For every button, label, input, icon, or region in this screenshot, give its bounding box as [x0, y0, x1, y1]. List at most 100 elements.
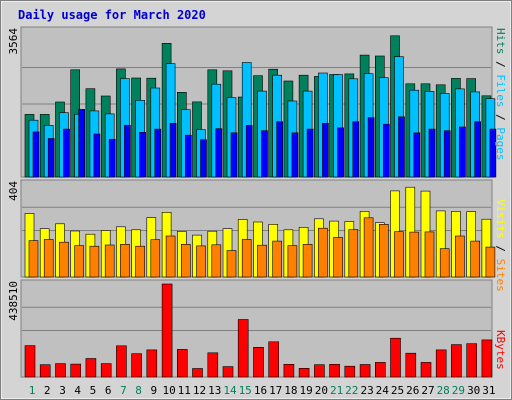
bar-sites-day-16	[257, 244, 267, 278]
day-label-1: 1	[29, 384, 36, 397]
bar-kbytes-day-12	[192, 368, 203, 378]
bar-kbytes-day-14	[222, 366, 234, 378]
day-axis-labels: 1 2 3 4 5 6 7 8 9 10 11 12 13 14 15 16 17 18 19 20 21 22 23 24 2…	[29, 384, 496, 397]
bar-sites-day-18	[287, 245, 298, 278]
day-label-31: 31	[482, 384, 495, 397]
day-label-27: 27	[421, 384, 434, 397]
bar-pages-day-15	[245, 125, 253, 178]
bar-pages-day-11	[185, 134, 192, 178]
bar-pages-day-3	[63, 128, 70, 178]
bar-sites-day-12	[196, 245, 206, 278]
day-label-2: 2	[44, 384, 51, 397]
bar-marks	[24, 35, 497, 378]
bar-kbytes-day-10	[161, 283, 173, 378]
bar-pages-day-7	[124, 125, 131, 178]
bar-pages-day-28	[443, 130, 451, 178]
bar-kbytes-day-18	[283, 363, 295, 378]
day-label-29: 29	[452, 384, 465, 397]
bar-pages-day-27	[428, 128, 436, 178]
day-label-21: 21	[330, 384, 343, 397]
day-label-9: 9	[150, 384, 157, 397]
day-label-22: 22	[345, 384, 358, 397]
day-label-15: 15	[239, 384, 252, 397]
legend-slash: /	[494, 114, 507, 121]
bar-kbytes-day-1	[24, 345, 36, 378]
bar-sites-day-1	[28, 240, 39, 278]
bar-kbytes-day-8	[131, 353, 142, 378]
bar-sites-day-23	[363, 217, 374, 278]
bar-pages-day-16	[261, 130, 268, 178]
bar-sites-day-11	[181, 244, 191, 278]
legend-kbytes: KBytes	[494, 330, 507, 370]
day-label-12: 12	[193, 384, 206, 397]
bar-pages-day-21	[337, 127, 344, 178]
bar-pages-day-30	[474, 121, 482, 178]
legend-hits: Hits	[494, 28, 507, 55]
bar-pages-day-23	[367, 117, 375, 178]
legend-pages: Pages	[494, 127, 507, 160]
bar-kbytes-day-20	[314, 364, 325, 378]
bar-pages-day-9	[154, 128, 162, 178]
bar-kbytes-day-3	[55, 363, 66, 378]
bar-sites-day-5	[89, 245, 100, 278]
legend-sites: Sites	[494, 259, 507, 292]
legend-files: Files	[494, 74, 507, 107]
day-label-26: 26	[406, 384, 419, 397]
day-label-8: 8	[135, 384, 142, 397]
chart-title: Daily usage for March 2020	[18, 8, 206, 22]
bar-kbytes-day-31	[481, 339, 493, 378]
bar-kbytes-day-22	[344, 365, 356, 378]
bar-pages-day-2	[47, 138, 55, 178]
bar-sites-day-25	[394, 231, 404, 278]
bar-pages-day-4	[78, 109, 85, 178]
legend-kbytes-label: KBytes	[494, 330, 507, 370]
bar-sites-day-10	[165, 235, 176, 278]
bar-kbytes-day-7	[116, 345, 127, 378]
bar-sites-day-26	[409, 231, 420, 278]
bar-kbytes-day-21	[329, 363, 340, 378]
legend-hits-files-pages: Hits / Files / Pages	[494, 28, 507, 161]
bar-sites-day-6	[104, 244, 115, 278]
bar-sites-day-2	[43, 239, 54, 278]
bar-sites-day-20	[318, 227, 328, 278]
day-label-6: 6	[105, 384, 112, 397]
bar-sites-day-19	[302, 244, 313, 278]
bar-pages-day-17	[276, 121, 284, 178]
bar-pages-day-18	[291, 132, 299, 178]
day-label-25: 25	[391, 384, 404, 397]
bar-sites-day-29	[455, 235, 465, 278]
bar-pages-day-10	[169, 123, 177, 178]
day-label-11: 11	[178, 384, 191, 397]
bar-sites-day-7	[120, 244, 130, 278]
bar-kbytes-day-15	[237, 319, 249, 378]
bar-pages-day-14	[230, 132, 238, 178]
bar-kbytes-day-6	[100, 363, 112, 378]
bar-sites-day-22	[348, 229, 359, 278]
y-max-label-visits: 404	[7, 181, 20, 201]
bar-sites-day-28	[439, 248, 450, 278]
day-label-23: 23	[360, 384, 373, 397]
legend-slash: /	[494, 245, 507, 252]
bar-sites-day-9	[150, 239, 161, 278]
bar-kbytes-day-11	[177, 349, 188, 378]
bar-pages-day-26	[413, 132, 421, 178]
bar-kbytes-day-27	[420, 362, 432, 378]
bar-sites-day-13	[211, 244, 222, 278]
day-label-18: 18	[284, 384, 297, 397]
bar-kbytes-day-26	[405, 352, 417, 378]
day-label-10: 10	[162, 384, 175, 397]
bar-kbytes-day-30	[466, 343, 478, 378]
bar-pages-day-22	[352, 121, 360, 178]
day-label-3: 3	[59, 384, 66, 397]
bar-kbytes-day-28	[435, 349, 447, 378]
day-label-30: 30	[467, 384, 480, 397]
day-label-19: 19	[299, 384, 312, 397]
bar-pages-day-13	[215, 128, 223, 178]
bar-kbytes-day-5	[85, 358, 97, 378]
y-max-label-kbytes: 438510	[7, 281, 20, 321]
bar-kbytes-day-13	[207, 352, 219, 378]
bar-kbytes-day-23	[359, 364, 371, 378]
day-label-16: 16	[254, 384, 267, 397]
day-label-17: 17	[269, 384, 282, 397]
legend-slash: /	[494, 61, 507, 68]
